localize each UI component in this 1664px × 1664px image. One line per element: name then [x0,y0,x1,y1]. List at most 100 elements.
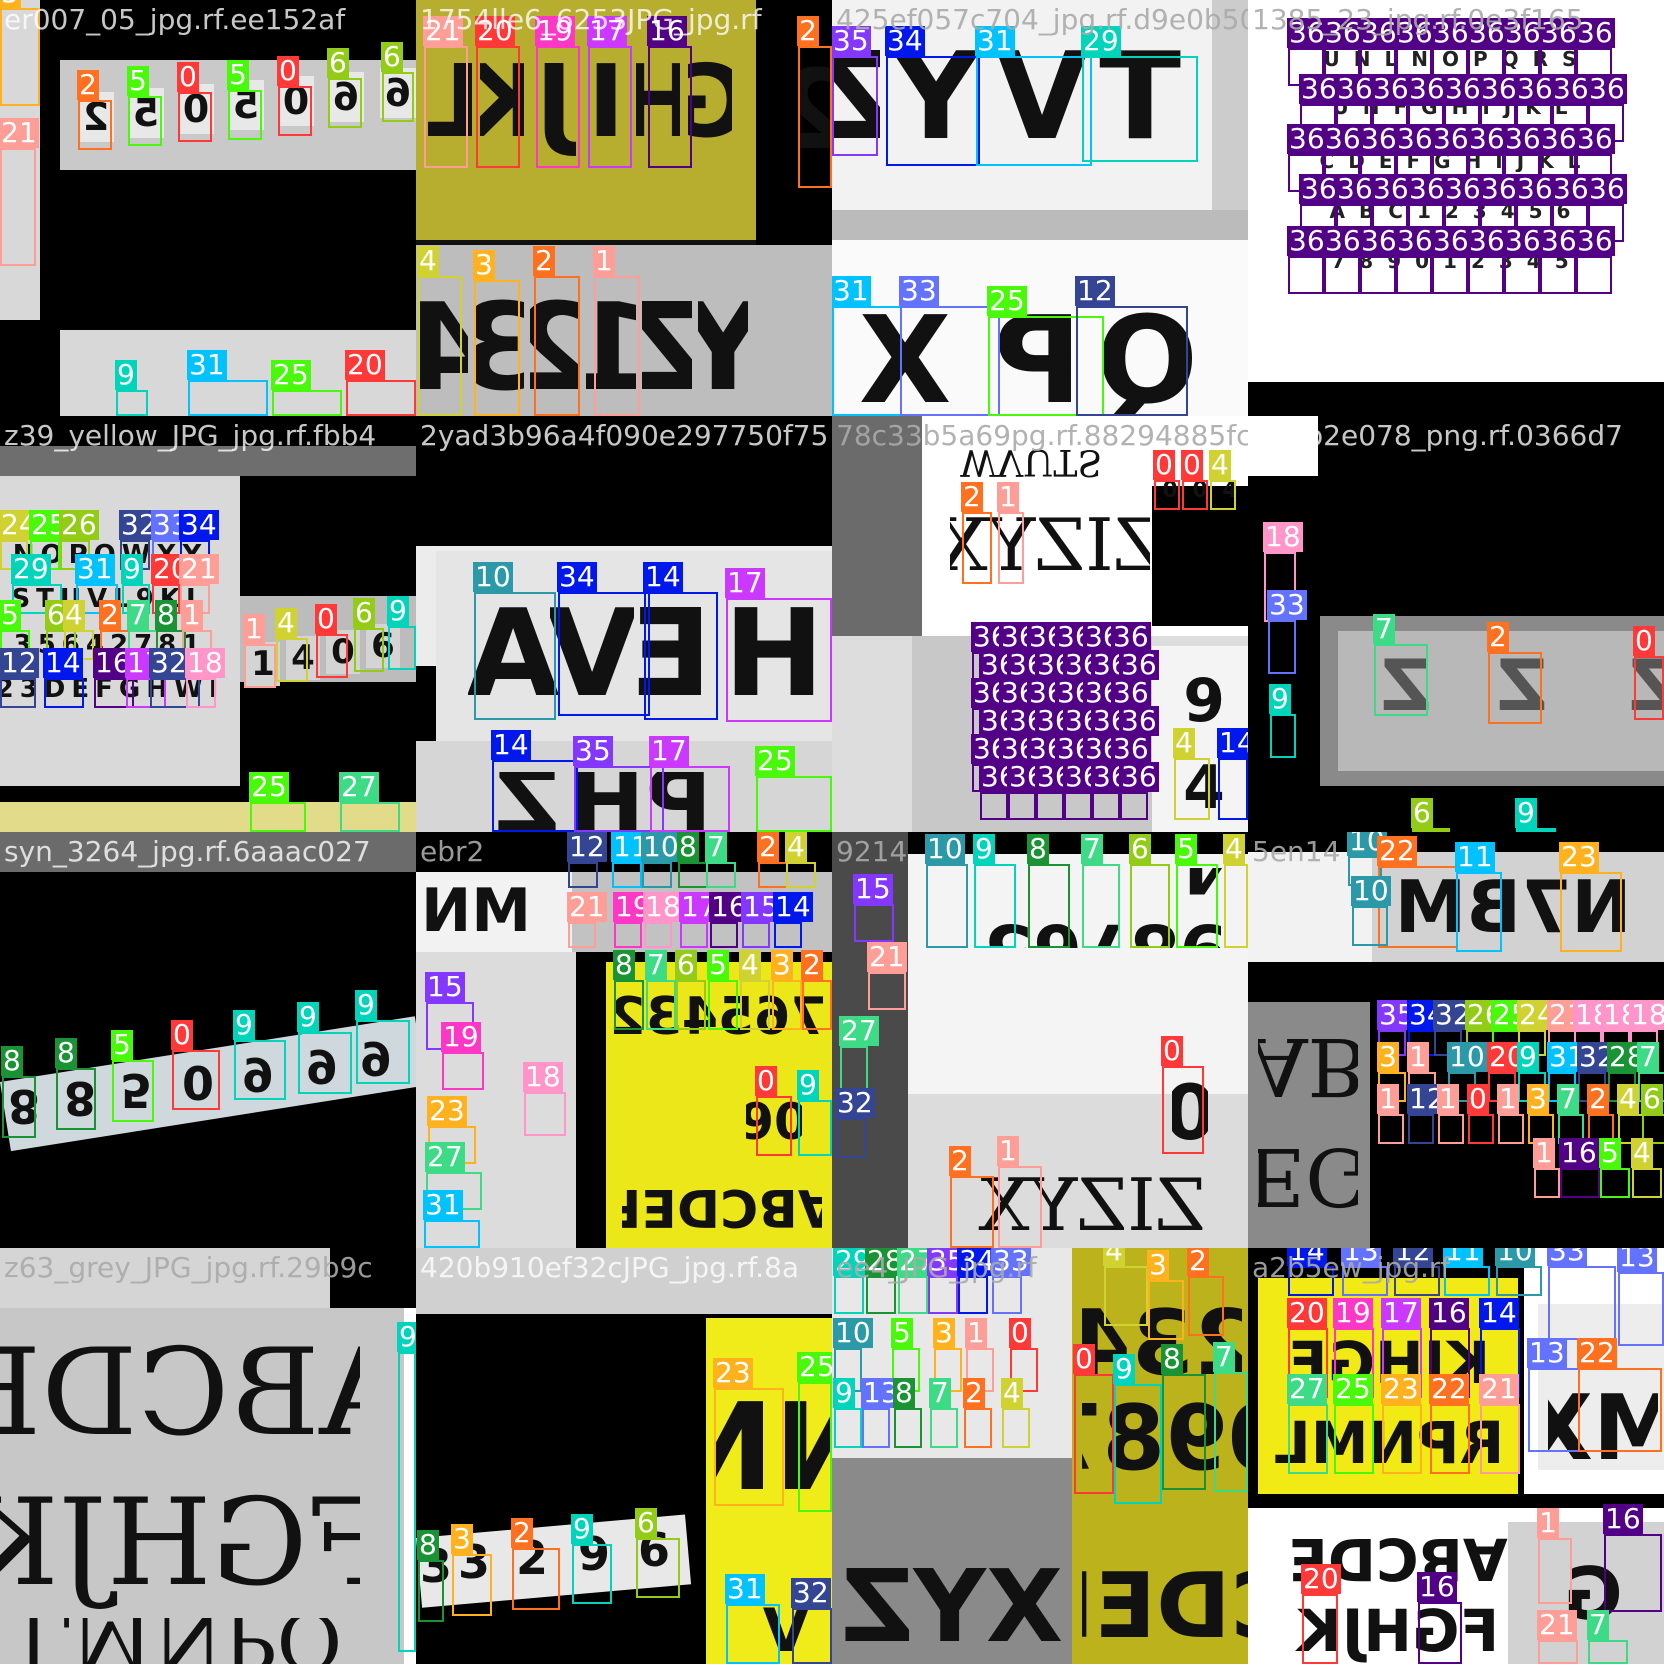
class-label: 0 [1633,624,1655,657]
class-label: 2 [511,1516,533,1549]
tile-filename: ee4_JPG_jpg.rf [836,1251,1037,1284]
class-label: 14 [773,890,813,923]
class-label: 36 [1539,122,1579,155]
class-label: 23 [427,1094,467,1127]
class-label: 17 [1381,1296,1421,1329]
class-label: 31 [187,348,227,381]
class-label: 3 [0,0,21,8]
class-label: 10 [473,560,513,593]
class-label: 36 [1443,172,1483,205]
class-label: 5 [1175,832,1197,865]
class-label: 12 [567,832,607,863]
tile-filename: a2b5ew_jpg.rf [1252,1251,1451,1284]
plate-character: Z [642,280,692,416]
class-label: 9 [297,1000,319,1033]
class-label: 9 [1113,1352,1135,1385]
class-label: 14 [1479,1296,1519,1329]
class-label: 36 [1287,224,1327,257]
class-label: 36 [1443,72,1483,105]
class-label: 21 [867,940,907,973]
background-region [1248,1002,1370,1248]
mosaic-tile: WVUTSZIZYX0046478c33b5a69pg.rf.88294885f… [832,416,1248,832]
class-label: 20 [1287,1296,1327,1329]
class-label: 3 [1147,1248,1169,1281]
class-label: 34 [179,508,219,541]
class-label: 4 [739,948,761,981]
class-label: 36 [1515,172,1555,205]
plate-character: 0 [1172,1070,1208,1154]
plate-character: A [468,592,558,716]
class-label: 14 [491,728,531,761]
plate-character: 9 [241,1047,274,1101]
class-label: 9 [355,988,377,1021]
class-label: 36 [1479,72,1519,105]
class-label: 25 [1333,1372,1373,1405]
plate-left [832,1248,1072,1458]
class-label: 9 [397,1322,416,1352]
class-label: 5 [891,1316,913,1349]
plate-character: H [723,592,825,716]
class-label: 21 [0,116,39,149]
plate-character: 8 [7,1079,40,1133]
class-label: 0 [1073,1342,1095,1375]
plate-character: Z [494,772,560,832]
class-label: 5 [707,948,729,981]
tile-filename: 6b5b2e078_png.rf.0366d7 [1252,419,1623,452]
plate-character: J [535,42,573,160]
class-label: 36 [1503,16,1543,49]
class-label: 10 [1447,1040,1487,1073]
class-label: 13 [1341,1248,1381,1266]
class-label: 14 [643,560,683,593]
class-label: 6 [1129,832,1151,865]
class-label: 9 [115,358,137,391]
class-label: 36 [1575,16,1615,49]
class-label: 2 [757,832,779,863]
class-label: 36 [1395,224,1435,257]
class-label: 7 [1213,1340,1235,1373]
class-label: 36 [1371,172,1411,205]
class-label: 36 [1575,122,1615,155]
plate-character: UNLNOPQRS [1323,48,1591,70]
class-label: 31 [423,1188,463,1221]
class-label: 0 [1153,448,1175,481]
plate-character: P [994,306,1082,416]
background-region [404,1308,416,1664]
mosaic-tile: ZYVTXPQ425ef057c704_jpg.rf.d9e0b50f5f353… [832,0,1248,416]
plate-right [1538,1304,1664,1470]
sticker [1248,852,1372,962]
class-label: 36 [1407,72,1447,105]
background-region [1508,1522,1664,1664]
class-label: 31 [75,552,115,585]
class-label: 33 [991,1248,1031,1277]
class-label: 2 [1487,620,1509,653]
class-label: 8 [613,948,635,981]
class-label: 36 [1467,224,1507,257]
class-label: 36 [1359,122,1399,155]
class-label: 36 [1335,72,1375,105]
class-label: 7 [1373,612,1395,645]
class-label: 36 [1111,620,1151,653]
class-label: 2 [949,1144,971,1177]
plate-character: I [587,42,625,160]
plate [1372,852,1664,962]
plate [908,854,1248,1094]
plate-character: FGHJK [0,1473,360,1613]
class-label: 36 [1467,16,1507,49]
plate-character: 6 [1184,666,1224,730]
class-label: 29 [1081,24,1121,57]
class-label: 33 [899,274,939,307]
class-label: 16 [1603,1502,1643,1535]
plate-character: 9 [359,1031,392,1085]
tile-filename: 1385_23_jpg.rf.0e3f165 [1252,3,1584,36]
class-label: 10 [641,832,681,863]
class-label: 0 [315,602,337,635]
mosaic-tile: 8 8 5 0 9 9 9 syn_3264_jpg.rf.6aaac027 8 8 5 0 9 9 9 [0,832,416,1248]
class-label: 31 [975,24,1015,57]
class-label: 16 [1417,1570,1457,1603]
plate-character: Q [1096,306,1199,416]
class-label: 0 [1467,1082,1489,1115]
class-label: 1 [1377,1082,1399,1115]
background-region [330,1248,416,1308]
plate-character: V [550,592,634,716]
